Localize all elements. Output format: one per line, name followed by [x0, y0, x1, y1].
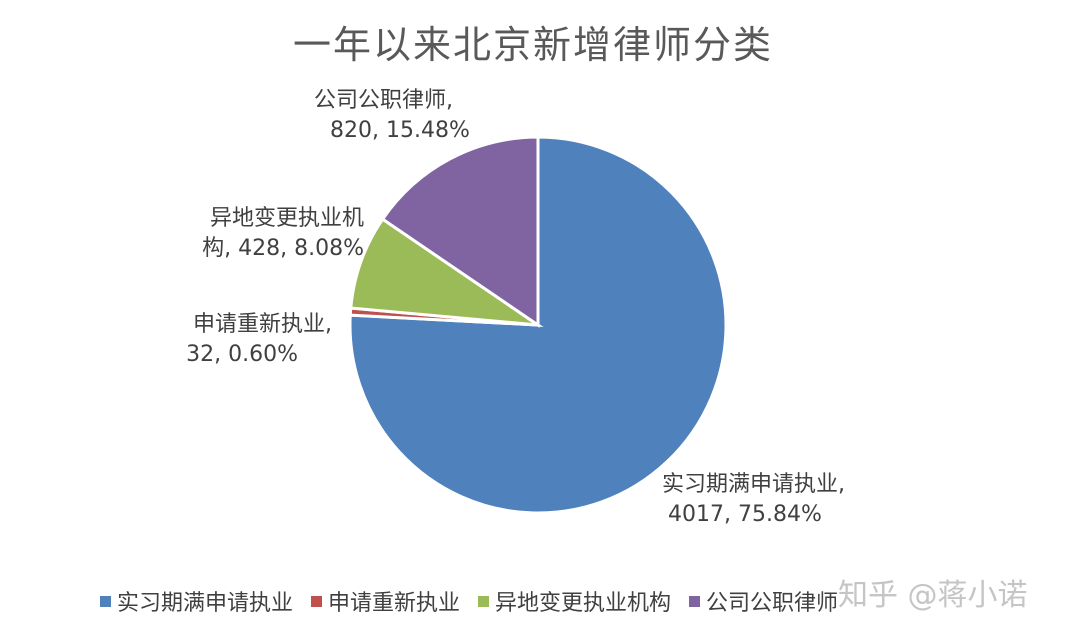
chart-legend: 实习期满申请执业 申请重新执业 异地变更执业机构 公司公职律师 [0, 585, 1066, 617]
legend-swatch [478, 595, 490, 607]
pie-slice-transfer [349, 217, 544, 328]
pie-slice-corporate [380, 135, 540, 328]
legend-label: 实习期满申请执业 [117, 591, 294, 616]
legend-swatch [100, 595, 111, 607]
slice-label-corporate: 公司公职律师, 820, 15.48% [314, 88, 470, 143]
legend-label: 公司公职律师 [706, 591, 839, 616]
slice-label-reapply: 申请重新执业, 32, 0.60% [186, 312, 332, 367]
watermark: 知乎 @蒋小诺 [838, 578, 1028, 613]
slice-label-internship: 实习期满申请执业, 4017, 75.84% [662, 472, 845, 527]
slice-label-transfer: 异地变更执业机 构, 428, 8.08% [202, 206, 364, 261]
chart-title: 一年以来北京新增律师分类 [292, 23, 773, 67]
legend-swatch [689, 595, 701, 607]
legend-item: 异地变更执业机构 [478, 585, 671, 617]
legend-label: 异地变更执业机构 [495, 591, 672, 616]
legend-label: 申请重新执业 [328, 591, 461, 616]
legend-swatch [311, 595, 323, 607]
legend-item: 申请重新执业 [311, 585, 460, 617]
legend-item: 实习期满申请执业 [100, 585, 293, 617]
legend-item: 公司公职律师 [689, 585, 838, 617]
